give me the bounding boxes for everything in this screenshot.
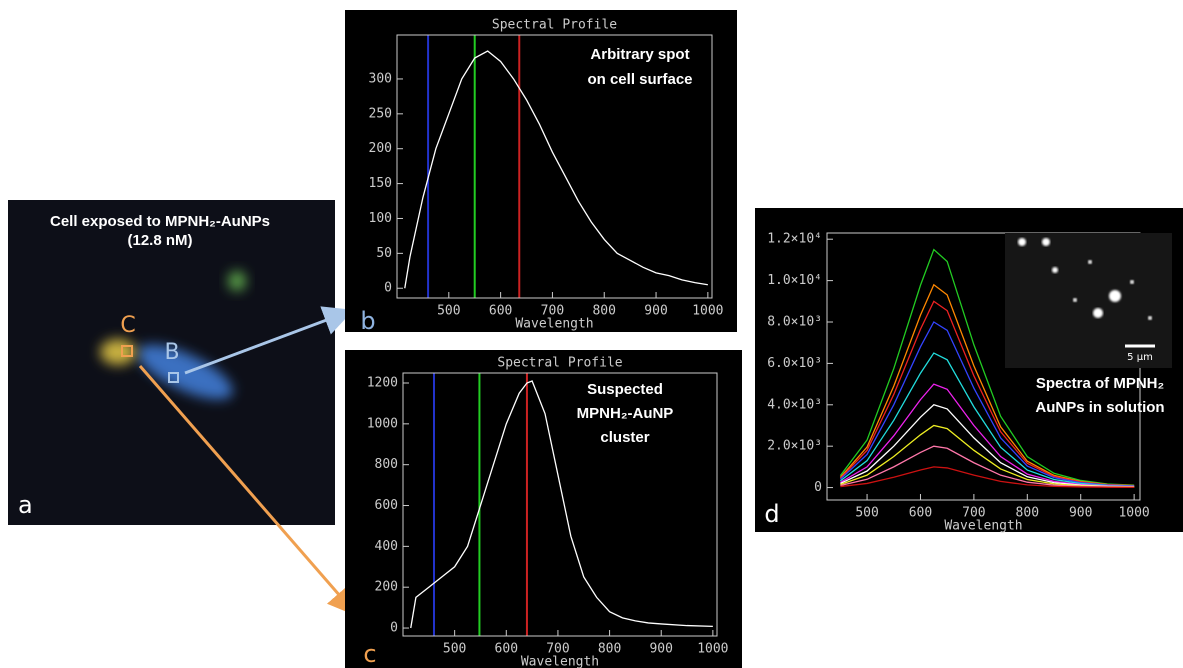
plot-frame [402,372,718,637]
chart-background [345,350,742,668]
spectrum [840,466,1135,489]
y-tick-label: 1.2×10⁴ [767,232,822,247]
particle [1130,280,1134,284]
spectrum [404,50,708,289]
spectrum [839,352,1135,487]
y-tick-label: 300 [369,71,392,86]
plot-frame [396,34,713,299]
arrow [184,306,354,375]
x-axis-label: Wavelength [515,317,593,332]
x-tick-label: 900 [1069,506,1092,521]
particle [1109,290,1121,302]
spectrum [839,248,1135,486]
panel-label: a [18,491,33,519]
panel-label: c [363,640,376,668]
y-tick-label: 0 [814,480,822,495]
chart-title: Spectral Profile [497,356,622,371]
x-tick-label: 700 [962,506,985,521]
particle [1093,308,1103,318]
x-tick-label: 800 [598,642,621,657]
x-tick-label: 700 [546,642,569,657]
caption: (12.8 nM) [127,232,192,249]
spot-c [121,345,133,357]
caption: Cell exposed to MPNH₂-AuNPs [50,213,270,230]
x-tick-label: 800 [1016,506,1039,521]
y-tick-label: 250 [369,106,392,121]
annotation: MPNH₂-AuNP [577,405,674,422]
chart: Spectral Profile Wavelength 500 600 700 800 90… [345,350,742,668]
particle [1148,316,1152,320]
y-tick-label: 600 [375,498,398,513]
chart: Wavelength 500 600 700 800 900 1000 0 2.0×10³ 4.0… [755,208,1183,534]
panel-label: d [764,500,779,528]
spot-b [168,372,179,383]
x-tick-label: 600 [909,506,932,521]
inset-caption: Spectra of MPNH₂ [1036,375,1164,392]
cluster [100,339,136,365]
x-axis-label: Wavelength [521,655,599,668]
spectrum [839,321,1135,487]
y-tick-label: 1.0×10⁴ [767,273,822,288]
particle [1052,267,1058,273]
x-axis-label: Wavelength [944,519,1022,534]
x-tick-label: 500 [437,304,460,319]
x-tick-label: 700 [541,304,564,319]
particle [1073,298,1077,302]
y-tick-label: 100 [369,211,392,226]
panel-label: b [360,307,375,335]
particle [1088,260,1092,264]
arrow [138,365,358,617]
y-tick-label: 4.0×10³ [767,397,822,412]
particle [1042,238,1050,246]
x-tick-label: 900 [644,304,667,319]
x-tick-label: 1000 [692,304,723,319]
x-tick-label: 1000 [697,642,728,657]
y-tick-label: 400 [375,539,398,554]
annotation: Arbitrary spot [590,46,689,63]
y-tick-label: 200 [375,580,398,595]
y-tick-label: 50 [376,246,392,261]
x-tick-label: 1000 [1118,506,1149,521]
spot-label: B [164,340,179,365]
x-tick-label: 900 [649,642,672,657]
y-tick-label: 1000 [367,416,398,431]
chart-background [345,10,737,332]
panel-a: Cell exposed to MPNH₂-AuNPs (12.8 nM) C … [8,200,335,525]
chart-title: Spectral Profile [492,18,617,33]
particle [1018,238,1026,246]
spectrum [410,380,713,629]
x-tick-label: 500 [855,506,878,521]
x-tick-label: 800 [592,304,615,319]
y-tick-label: 1200 [367,376,398,391]
x-tick-label: 600 [489,304,512,319]
annotation: on cell surface [587,71,692,88]
y-tick-label: 8.0×10³ [767,315,822,330]
y-tick-label: 0 [384,281,392,296]
y-tick-label: 200 [369,141,392,156]
y-tick-label: 150 [369,176,392,191]
x-tick-label: 500 [443,642,466,657]
y-tick-label: 0 [390,621,398,636]
scale-bar-label: 5 μm [1127,352,1153,363]
spot-label: C [120,313,135,338]
x-tick-label: 600 [495,642,518,657]
annotation: cluster [600,429,649,446]
y-tick-label: 800 [375,457,398,472]
y-tick-label: 6.0×10³ [767,356,822,371]
particle [228,271,246,291]
annotation: Suspected [587,381,663,398]
inset-caption: AuNPs in solution [1035,399,1164,416]
y-tick-label: 2.0×10³ [767,439,822,454]
inset-image [1005,233,1172,368]
